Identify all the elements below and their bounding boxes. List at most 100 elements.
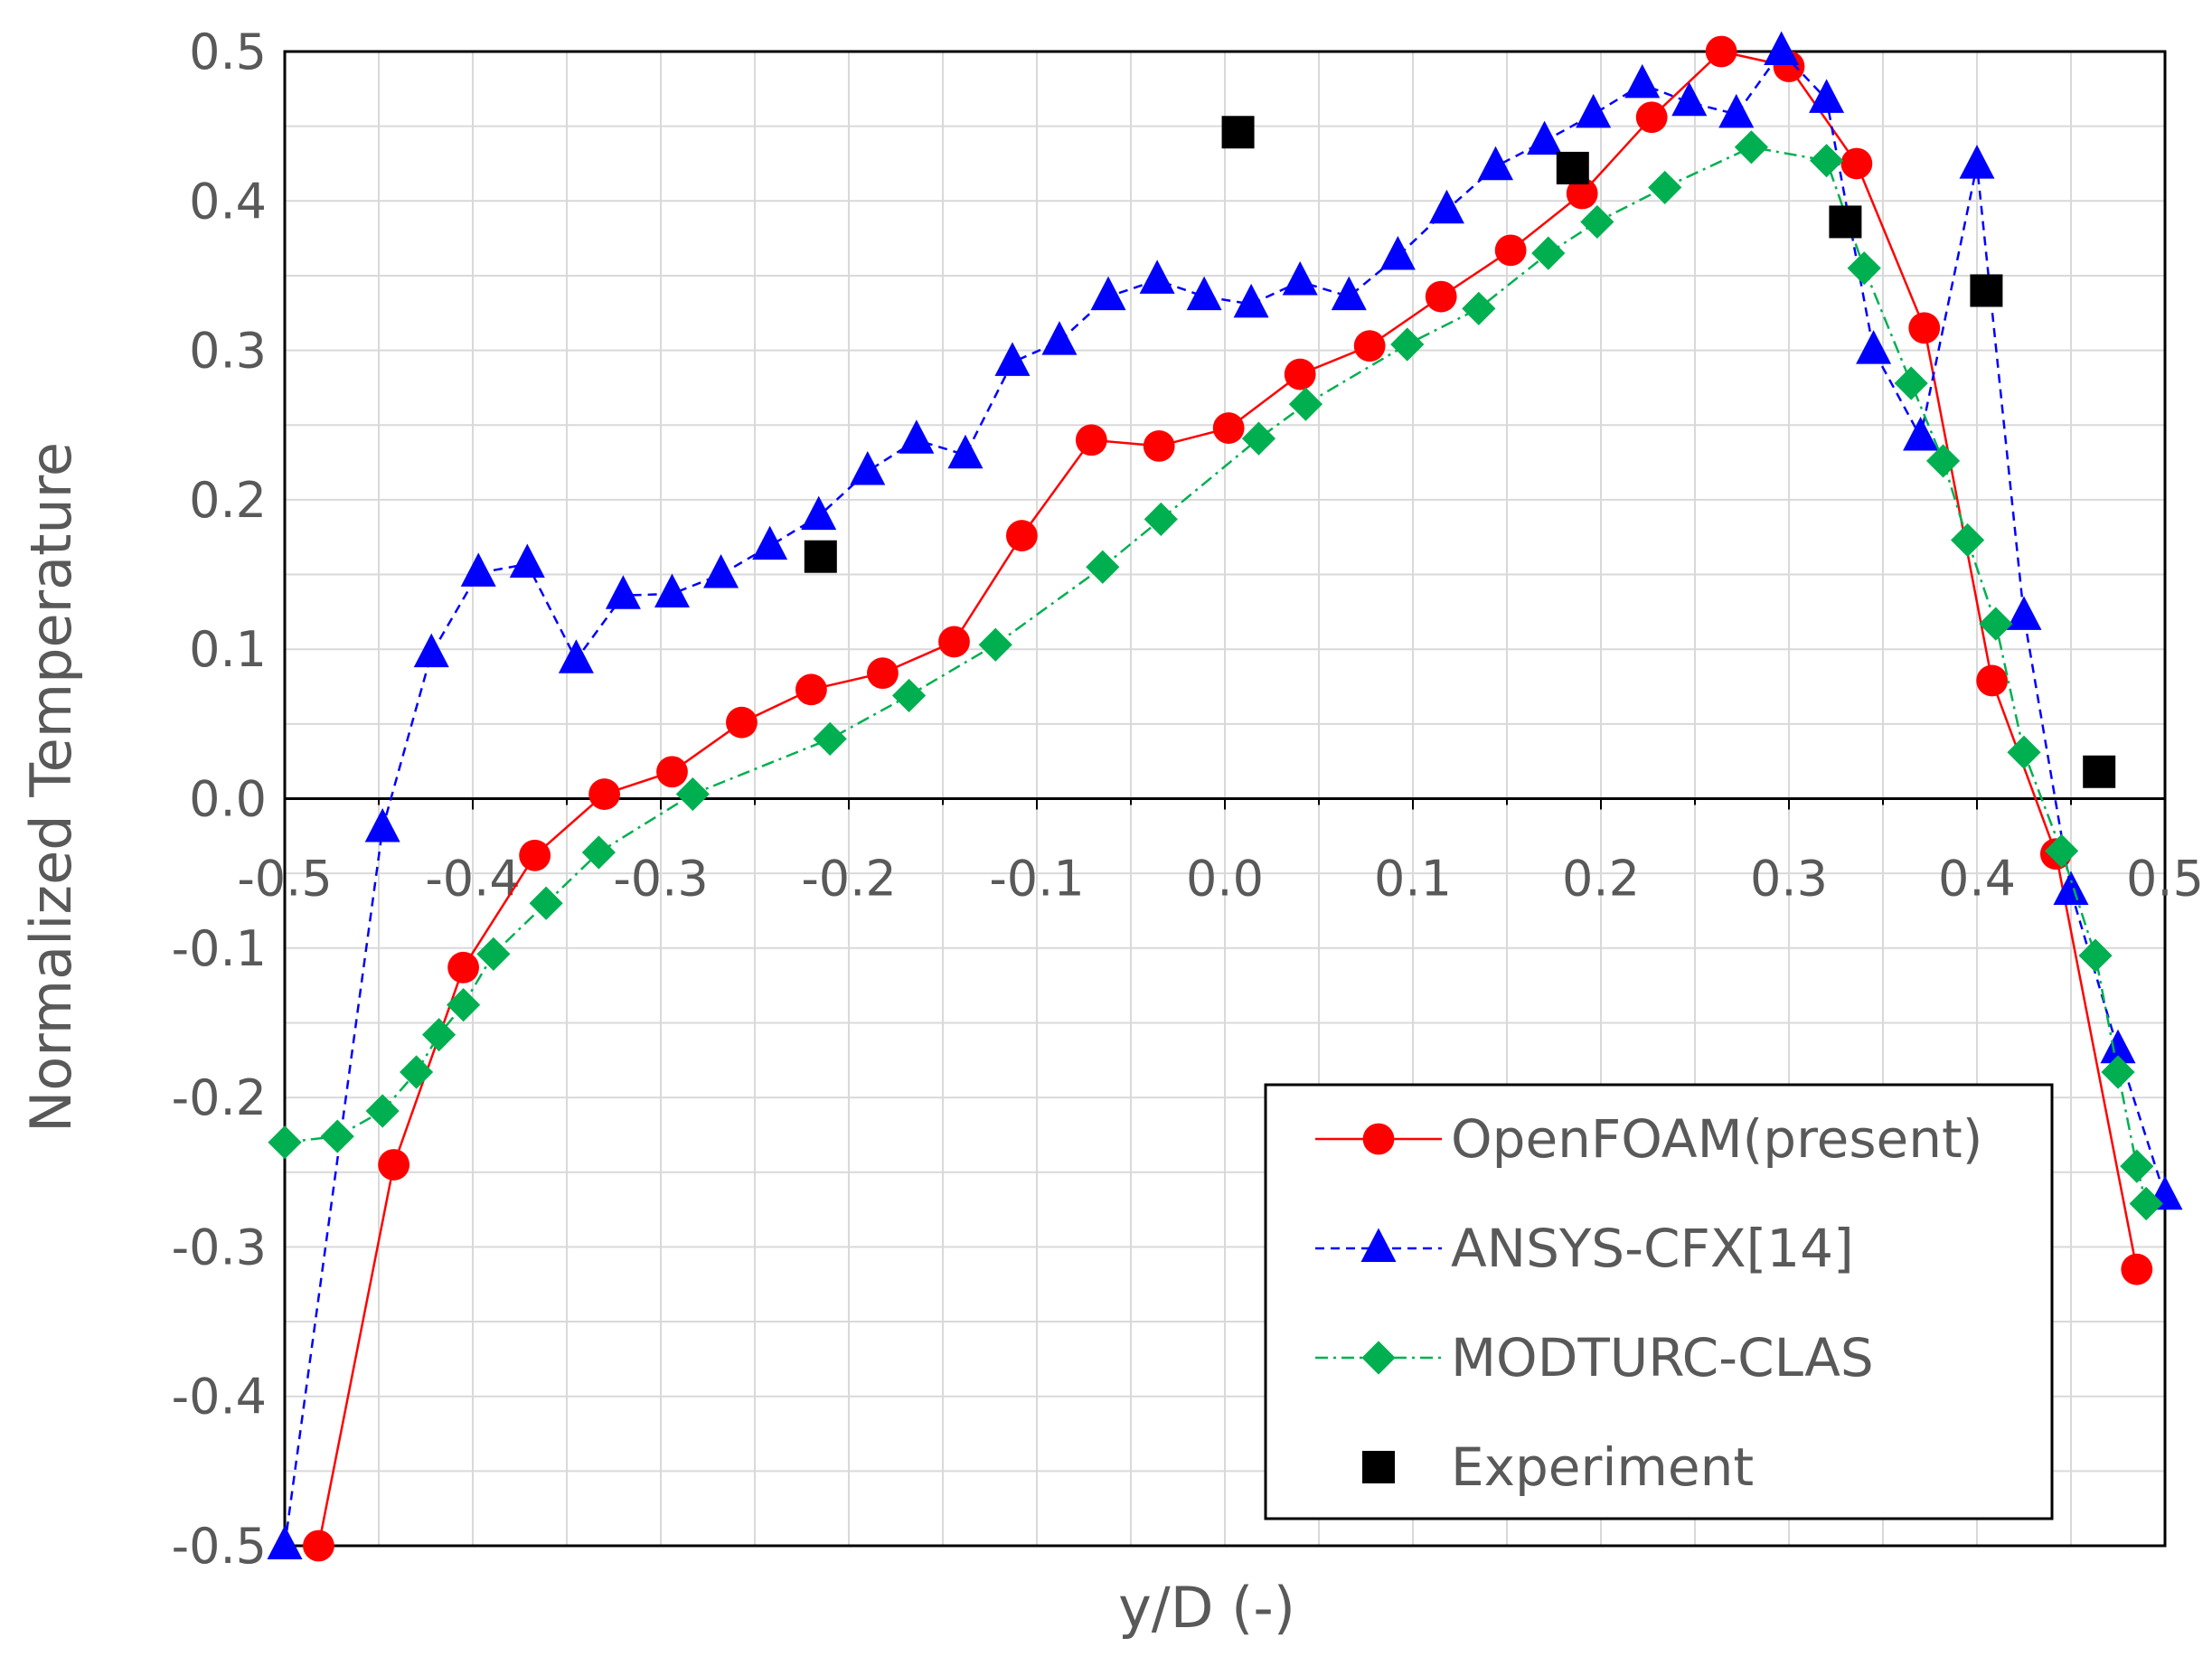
legend-marker <box>1362 1123 1395 1155</box>
legend-marker <box>1361 1341 1396 1375</box>
legend-label: Experiment <box>1451 1436 1754 1498</box>
series <box>267 31 2183 1562</box>
data-point <box>1976 664 2009 697</box>
tick-labels: -0.5 -0.4 -0.3 -0.2 -0.1 0.0 0.1 0.2 0.3 0.4 0.5 -0… <box>172 24 2204 1575</box>
legend-marker <box>1360 1228 1397 1262</box>
data-point <box>1925 444 1961 478</box>
y-tick-label: -0.1 <box>172 920 267 977</box>
y-tick-label: 0.5 <box>189 24 267 80</box>
x-tick-label: -0.3 <box>613 851 708 908</box>
data-point <box>654 573 690 608</box>
data-point <box>1090 276 1126 311</box>
data-point <box>703 554 739 588</box>
data-point <box>476 937 511 972</box>
legend-entry: MODTURC-CLAS <box>1315 1327 1874 1388</box>
data-point <box>400 1055 434 1089</box>
data-point <box>1671 81 1708 117</box>
data-point <box>1576 93 1612 128</box>
data-point <box>447 988 481 1022</box>
x-tick-label: -0.4 <box>425 851 520 908</box>
data-point <box>378 1149 410 1181</box>
data-point <box>795 673 827 706</box>
data-point <box>1144 502 1178 536</box>
data-point <box>413 633 449 668</box>
data-point <box>1908 312 1941 344</box>
data-point <box>1233 283 1269 318</box>
data-point <box>588 778 620 810</box>
data-point <box>2101 1055 2135 1089</box>
y-tick-label: -0.5 <box>172 1518 267 1575</box>
data-point <box>364 808 400 842</box>
data-point <box>1379 235 1416 270</box>
data-point <box>994 342 1031 376</box>
data-point <box>726 706 758 739</box>
series-experiment <box>804 116 2116 788</box>
data-point <box>509 543 545 578</box>
data-point <box>303 1530 334 1562</box>
data-point <box>1075 424 1107 457</box>
legend-entry: OpenFOAM(present) <box>1315 1108 1982 1170</box>
data-point <box>1425 280 1457 313</box>
y-tick-label: 0.1 <box>189 621 267 678</box>
data-point <box>558 639 594 673</box>
y-tick-label: -0.4 <box>172 1369 267 1426</box>
data-point <box>1624 63 1661 99</box>
series-openfoam-present <box>303 35 2153 1562</box>
data-point <box>1970 274 2003 307</box>
data-point <box>1734 130 1768 165</box>
data-point <box>1005 520 1038 551</box>
legend-label: ANSYS-CFX[14] <box>1451 1218 1854 1279</box>
data-point <box>947 434 984 469</box>
data-point <box>1282 261 1318 296</box>
x-tick-label: -0.2 <box>801 851 896 908</box>
data-point <box>605 575 641 609</box>
data-point <box>1894 366 1928 400</box>
data-point <box>1810 144 1844 178</box>
data-point <box>1139 259 1175 294</box>
data-point <box>1903 416 1939 451</box>
data-point <box>804 540 837 573</box>
data-point <box>2078 938 2113 973</box>
data-point <box>519 839 551 871</box>
data-point <box>1951 522 1985 558</box>
y-tick-label: -0.3 <box>172 1219 267 1275</box>
data-point <box>2007 735 2041 769</box>
data-point <box>891 678 927 713</box>
data-point <box>1531 236 1566 270</box>
x-tick-label: 0.5 <box>2126 851 2204 908</box>
legend: OpenFOAM(present) ANSYS-CFX[14] MODTURC-CL… <box>1264 1083 2054 1520</box>
data-point <box>1809 79 1845 113</box>
data-point <box>1856 330 1892 364</box>
data-point <box>365 1094 400 1128</box>
legend-marker <box>1362 1451 1395 1483</box>
data-point <box>2006 596 2042 630</box>
data-point <box>752 525 788 560</box>
data-point <box>320 1119 354 1153</box>
data-point <box>529 886 563 920</box>
data-point <box>268 1125 302 1160</box>
data-point <box>1221 116 1255 149</box>
data-point <box>938 626 970 658</box>
data-point <box>1462 291 1496 325</box>
data-point <box>1847 251 1881 286</box>
data-point <box>1979 607 2013 641</box>
data-point <box>1829 205 1862 239</box>
data-point <box>899 419 935 454</box>
data-point <box>1959 145 1995 179</box>
legend-box <box>1264 1083 2054 1520</box>
data-point <box>1241 421 1276 456</box>
data-point <box>1041 321 1078 355</box>
data-point <box>2129 1186 2163 1221</box>
data-point <box>1635 101 1668 134</box>
data-point <box>581 835 616 870</box>
data-point <box>1566 177 1598 210</box>
data-point <box>2083 755 2116 788</box>
data-point <box>1086 550 1120 584</box>
data-point <box>1284 358 1316 391</box>
data-point <box>447 951 479 984</box>
data-point <box>813 721 847 756</box>
data-point <box>1527 120 1563 155</box>
data-point <box>1186 276 1222 311</box>
data-point <box>267 1525 303 1559</box>
